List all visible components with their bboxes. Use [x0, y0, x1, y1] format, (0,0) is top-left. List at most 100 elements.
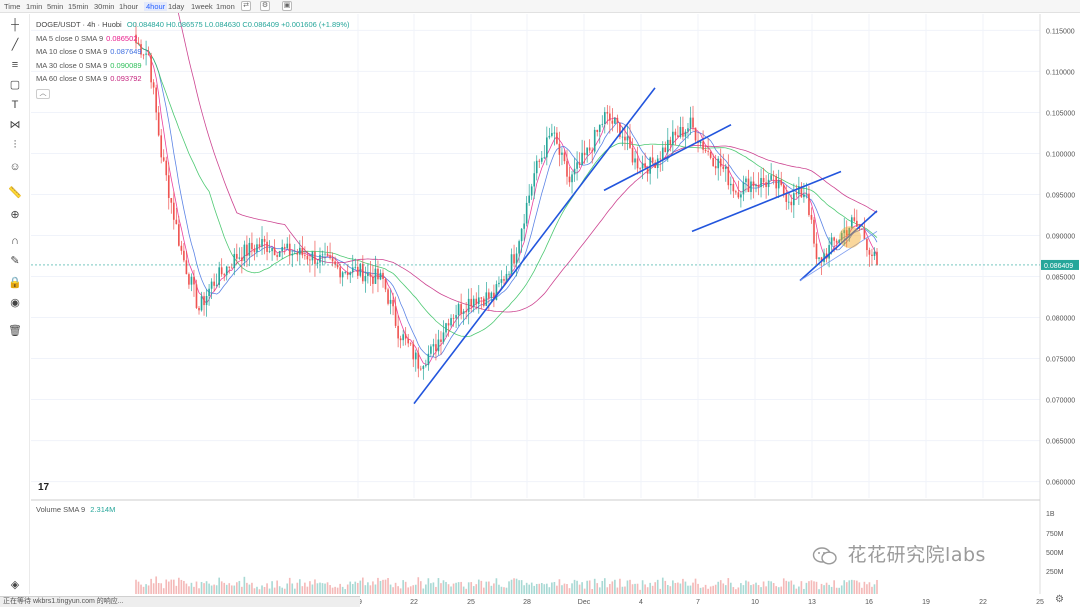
volume-bar	[137, 581, 140, 594]
price-tick-label: 0.060000	[1046, 480, 1075, 487]
volume-bar	[745, 580, 747, 594]
lock-icon[interactable]: 🔒	[8, 277, 22, 289]
candle-body	[493, 292, 495, 300]
stay-drawing-icon[interactable]: ✎	[10, 255, 20, 267]
rectangle-tool-icon[interactable]: ▢	[9, 79, 21, 91]
candle-body	[205, 296, 208, 306]
candle-body	[437, 339, 440, 352]
price-tick-label: 0.100000	[1046, 151, 1075, 158]
candle-body	[694, 127, 697, 141]
collapse-legend-button[interactable]: ︿	[36, 88, 50, 99]
text-tool-icon[interactable]: T	[11, 99, 19, 111]
candle-body	[218, 267, 220, 285]
volume-bar	[805, 582, 808, 594]
volume-bar	[767, 580, 770, 594]
volume-bar	[641, 580, 644, 594]
trash-icon[interactable]: 🗑	[8, 325, 22, 337]
candle-body	[540, 157, 543, 162]
candle-body	[432, 344, 435, 347]
volume-bar	[248, 584, 251, 594]
candle-body	[661, 147, 664, 160]
candle-body	[457, 304, 460, 316]
candle-body	[861, 228, 863, 230]
volume-bar	[435, 586, 437, 594]
volume-label-row: Volume SMA 9 2.314M	[36, 505, 115, 514]
volume-bar	[359, 580, 362, 594]
volume-bar	[634, 583, 636, 594]
candle-body	[480, 297, 483, 299]
volume-bar	[258, 589, 261, 594]
volume-bar	[452, 583, 455, 594]
candle-body	[384, 279, 387, 290]
settings-icon[interactable]: ⚙	[260, 1, 270, 11]
timeframe-15min[interactable]: 15min	[68, 2, 89, 11]
timeframe-1hour[interactable]: 1hour	[119, 2, 139, 11]
timeframe-4hour[interactable]: 4hour	[144, 2, 168, 11]
volume-bar	[553, 581, 556, 594]
trendline-tool-icon[interactable]: ╱	[11, 39, 19, 51]
magnet-icon[interactable]: ∩	[11, 235, 19, 247]
timeframe-1day[interactable]: 1day	[168, 2, 185, 11]
volume-bar	[626, 580, 629, 594]
candle-body	[609, 113, 611, 121]
volume-bar	[629, 579, 631, 594]
candle-body	[183, 250, 185, 261]
candle-body	[732, 183, 735, 192]
settings-gear-icon[interactable]: ⚙	[1055, 594, 1064, 605]
price-tick-label: 0.080000	[1046, 316, 1075, 323]
candle-body	[606, 112, 609, 114]
candle-body	[838, 239, 841, 243]
candle-body	[172, 202, 175, 220]
volume-bar	[513, 578, 515, 594]
prediction-tool-icon[interactable]: ⫶	[13, 139, 17, 151]
ruler-icon[interactable]: 📏	[8, 187, 22, 199]
volume-bar	[614, 579, 616, 594]
candle-body	[546, 137, 548, 158]
zoom-icon[interactable]: ⊕	[10, 209, 20, 221]
candle-body	[787, 201, 790, 203]
volume-bar	[213, 584, 215, 594]
timeframe-1min[interactable]: 1min	[26, 2, 43, 11]
timeframe-30min[interactable]: 30min	[94, 2, 115, 11]
emoji-icon[interactable]: ☺	[9, 161, 21, 173]
eye-icon[interactable]: ◉	[10, 297, 20, 309]
candle-body	[213, 281, 215, 286]
volume-bar	[462, 586, 465, 594]
volume-bar	[135, 579, 137, 594]
timeframe-5min[interactable]: 5min	[47, 2, 64, 11]
candle-body	[387, 289, 389, 304]
timeframe-1mon[interactable]: 1mon	[216, 2, 235, 11]
volume-bar	[672, 580, 674, 594]
volume-bar	[722, 583, 725, 594]
volume-bar	[203, 583, 205, 594]
volume-bar	[825, 582, 828, 594]
screenshot-icon[interactable]: ▣	[282, 1, 292, 11]
candle-body	[528, 195, 530, 203]
volume-bar	[856, 580, 858, 594]
timeframe-time[interactable]: Time	[4, 2, 21, 11]
candle-body	[704, 149, 707, 152]
indicators-icon[interactable]: ⇄	[241, 1, 251, 11]
volume-bar	[790, 580, 793, 594]
layers-icon[interactable]: ◈	[10, 579, 20, 591]
fib-tool-icon[interactable]: ≡	[11, 59, 19, 71]
volume-bar	[730, 582, 732, 594]
candle-body	[636, 158, 639, 169]
candle-body	[515, 253, 518, 264]
volume-bar	[795, 588, 798, 594]
volume-bar	[402, 580, 404, 594]
volume-bar	[389, 584, 392, 594]
candle-body	[843, 230, 846, 234]
volume-bar	[518, 580, 520, 594]
volume-bar	[465, 588, 467, 594]
crosshair-icon[interactable]: ┼	[11, 19, 19, 31]
volume-bar	[288, 577, 291, 594]
pattern-tool-icon[interactable]: ⋈	[9, 119, 21, 131]
price-tick-label: 0.085000	[1046, 275, 1075, 282]
volume-bar	[873, 584, 876, 594]
timeframe-1week[interactable]: 1week	[191, 2, 213, 11]
volume-bar	[508, 581, 510, 594]
volume-bar	[319, 582, 321, 594]
wechat-icon	[812, 546, 837, 565]
